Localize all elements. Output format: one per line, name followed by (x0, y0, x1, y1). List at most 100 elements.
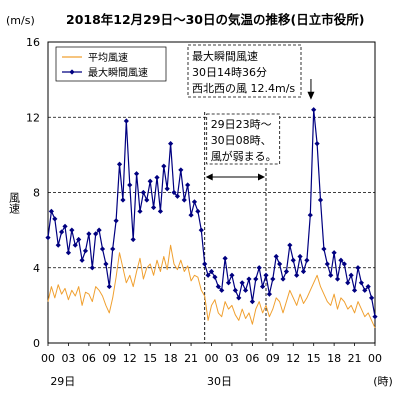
data-point (157, 208, 164, 214)
calm-annotation-line: 29日23時～ (211, 118, 272, 131)
data-point (144, 197, 150, 203)
x-tick-label: 03 (61, 352, 75, 365)
data-point (334, 276, 341, 282)
data-point (140, 189, 146, 196)
data-point (304, 257, 310, 263)
data-point (188, 212, 194, 218)
data-point (232, 287, 238, 293)
data-point (62, 223, 68, 229)
data-point (351, 287, 358, 293)
data-point (287, 242, 293, 248)
data-point (76, 236, 82, 243)
data-point (266, 291, 273, 297)
data-point (106, 283, 112, 290)
data-point (277, 261, 283, 267)
data-point (55, 242, 61, 248)
legend-box (55, 46, 167, 82)
data-point (311, 107, 317, 113)
data-point (328, 272, 334, 278)
y-tick-label: 16 (26, 36, 40, 49)
data-point (52, 216, 58, 222)
day-label: 30日 (207, 375, 232, 388)
average-wind-series-line (47, 244, 376, 329)
data-point (123, 118, 129, 124)
data-point (215, 283, 221, 290)
data-point (181, 197, 187, 203)
data-point (103, 261, 109, 267)
data-point (321, 246, 327, 252)
legend-label: 最大瞬間風速 (88, 66, 148, 79)
data-point (348, 272, 354, 278)
data-point (86, 231, 92, 237)
data-point (205, 272, 211, 278)
calm-annotation-line: 風が弱まる。 (211, 149, 277, 163)
data-point (96, 227, 102, 233)
data-point (294, 272, 300, 278)
data-point (137, 208, 143, 214)
x-tick-label: 00 (205, 352, 219, 365)
data-point (331, 250, 337, 256)
data-point (297, 253, 303, 260)
data-point (178, 167, 184, 173)
data-point (358, 280, 364, 286)
data-point (225, 280, 232, 286)
day-label: 29日 (50, 375, 75, 388)
calm-annotation-box (206, 113, 281, 165)
data-point (239, 280, 245, 286)
data-point (130, 236, 136, 243)
max-gust-series (45, 107, 378, 320)
data-point (99, 246, 106, 252)
data-point (65, 250, 72, 256)
data-point (59, 229, 65, 235)
x-tick-label: 15 (307, 352, 321, 365)
data-point (120, 197, 126, 203)
data-point (307, 212, 313, 218)
data-point (93, 231, 99, 237)
calm-annotation-line: 30日08時、 (211, 134, 272, 147)
data-point (69, 227, 75, 233)
data-point (338, 257, 344, 263)
data-point (365, 283, 371, 290)
data-point (362, 287, 368, 293)
data-point (249, 299, 255, 305)
data-point (133, 171, 140, 177)
data-point (283, 268, 290, 275)
data-point (345, 280, 351, 286)
x-tick-label: 18 (327, 352, 341, 365)
data-point (368, 295, 375, 301)
x-tick-label: 12 (286, 352, 300, 365)
peak-annotation-box (187, 44, 302, 98)
data-point (202, 261, 208, 267)
data-point (270, 276, 276, 282)
data-point (273, 253, 279, 260)
data-point (45, 235, 51, 241)
x-tick-label: 18 (164, 352, 178, 365)
data-point (174, 193, 181, 199)
data-point (372, 314, 378, 320)
legend-marker (69, 69, 75, 75)
legend-label: 平均風速 (88, 52, 128, 64)
x-tick-label: 03 (225, 352, 239, 365)
peak-annotation-line: 西北西の風 12.4m/s (192, 82, 295, 95)
data-point (164, 186, 170, 192)
data-point (355, 265, 361, 271)
y-unit-label: (m/s) (6, 14, 35, 27)
data-point (259, 283, 266, 290)
data-point (212, 274, 218, 280)
data-point (317, 197, 324, 203)
data-point (89, 265, 95, 271)
x-tick-label: 06 (245, 352, 259, 365)
x-tick-label: 00 (41, 352, 55, 365)
data-point (290, 257, 296, 263)
data-point (116, 161, 123, 167)
data-point (324, 261, 330, 267)
data-point (253, 276, 259, 282)
y-tick-label: 0 (33, 337, 40, 350)
calm-period-arrowhead-right (258, 173, 265, 181)
data-point (154, 174, 160, 181)
data-point (256, 265, 262, 271)
peak-arrowhead (307, 91, 315, 100)
data-point (82, 248, 89, 254)
